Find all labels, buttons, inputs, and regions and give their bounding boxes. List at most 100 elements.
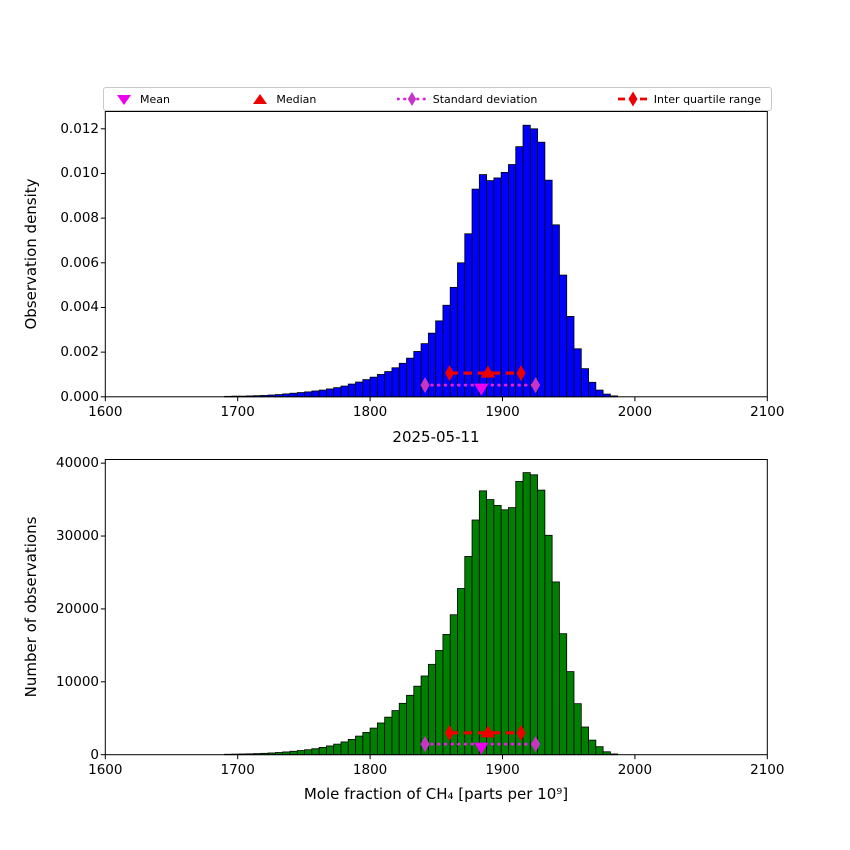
histogram-bar [391, 367, 400, 398]
histogram-bar [435, 650, 444, 756]
histogram-bar [406, 357, 415, 398]
bottom-y-tick-label: 10000 [56, 673, 99, 690]
histogram-bar [355, 381, 364, 398]
histogram-bar [588, 739, 597, 756]
histogram-bar [486, 499, 495, 756]
mean-triangle-marker [474, 742, 489, 755]
histogram-bar [537, 141, 546, 398]
legend-item-iqr: Inter quartile range [617, 90, 761, 108]
histogram-bar [413, 351, 422, 398]
histogram-bar [289, 750, 298, 756]
legend-item-median: Median [250, 90, 316, 108]
median-triangle-marker [480, 365, 496, 378]
bottom-x-tick-label: 1700 [220, 761, 255, 778]
histogram-bar [457, 262, 466, 398]
histogram-bar [529, 474, 538, 756]
histogram-bar [464, 556, 473, 756]
histogram-bar [311, 748, 320, 756]
legend-label-std: Standard deviation [432, 92, 538, 106]
histogram-bar [508, 507, 517, 756]
histogram-bar [296, 392, 305, 398]
histogram-bar [369, 727, 378, 756]
std-deviation-diamond-dotted-icon [396, 92, 427, 106]
histogram-bar [355, 735, 364, 756]
histogram-bar [471, 519, 480, 756]
histogram-bar [340, 385, 349, 398]
top-y-tick-label: 0.004 [60, 299, 99, 316]
histogram-bar [318, 747, 327, 756]
top-y-tick-label: 0.006 [60, 254, 99, 271]
legend-item-mean: Mean [114, 90, 170, 108]
histogram-bar [478, 174, 488, 398]
top-histogram [100, 111, 768, 402]
bottom-histogram [100, 459, 768, 760]
top-x-tick-label: 1700 [220, 403, 255, 420]
bottom-x-tick-label: 2000 [617, 761, 653, 778]
top-y-tick-label: 0.000 [60, 388, 99, 405]
bottom-histogram-bars [224, 472, 619, 756]
histogram-bar [588, 381, 597, 398]
legend: Mean Median Standard deviation Inter qua… [103, 87, 772, 111]
histogram-bar [551, 581, 560, 756]
histogram-bar [340, 741, 349, 756]
histogram-bar [376, 374, 386, 398]
histogram-bar [413, 685, 422, 756]
bottom-y-axis-label: Number of observations [22, 516, 40, 698]
bottom-x-tick-label: 1900 [485, 761, 520, 778]
histogram-bar [442, 304, 451, 398]
std-low-diamond-marker [420, 377, 430, 394]
histogram-bar [362, 732, 371, 756]
histogram-bar [304, 391, 313, 398]
bottom-x-tick-label: 2100 [750, 761, 785, 778]
q1-diamond-marker [444, 365, 455, 382]
top-x-tick-label: 2100 [750, 403, 785, 420]
histogram-bar [580, 368, 589, 398]
histogram-bar [537, 489, 546, 756]
histogram-bar [551, 224, 560, 398]
histogram-bar [326, 745, 335, 756]
std-low-diamond-marker [420, 736, 430, 753]
histogram-bar [289, 392, 298, 398]
histogram-bar [566, 315, 575, 398]
histogram-bar [318, 389, 327, 398]
bottom-x-tick-label: 1800 [352, 761, 388, 778]
histogram-bar [398, 362, 407, 398]
iqr-diamond-dashed-icon [617, 91, 648, 107]
std-high-diamond-marker [531, 377, 541, 394]
mean-triangle-marker [474, 383, 489, 396]
histogram-bar [347, 383, 356, 398]
histogram-bar [333, 387, 342, 398]
histogram-bar [376, 722, 386, 756]
q1-diamond-marker [444, 724, 455, 741]
histogram-bar [522, 472, 531, 756]
histogram-bar [427, 332, 437, 398]
top-plot-border [104, 111, 768, 398]
histogram-bar [515, 480, 524, 756]
histogram-bar [296, 750, 305, 756]
histogram-bar [326, 388, 335, 398]
histogram-bar [406, 694, 415, 756]
histogram-bar [573, 348, 582, 398]
histogram-bar [391, 710, 400, 756]
top-y-tick-label: 0.012 [60, 120, 99, 137]
histogram-bar [522, 124, 531, 398]
median-triangle-up-icon [253, 94, 268, 104]
histogram-bar [384, 371, 393, 398]
top-y-axis-label: Observation density [22, 178, 40, 330]
legend-label-iqr: Inter quartile range [653, 92, 761, 106]
bottom-y-tick-label: 30000 [56, 528, 99, 545]
histogram-bar [457, 588, 466, 756]
histogram-bar [515, 146, 524, 398]
histogram-bar [427, 663, 437, 756]
histogram-bar [369, 376, 378, 398]
histogram-bar [566, 671, 575, 756]
q3-diamond-marker [516, 365, 526, 382]
legend-label-median: Median [276, 92, 317, 106]
histogram-bar [544, 534, 553, 756]
histogram-bar [500, 509, 509, 756]
bottom-x-tick-label: 1600 [88, 761, 123, 778]
histogram-bar [478, 490, 488, 756]
histogram-bar [573, 703, 582, 756]
top-y-tick-label: 0.008 [60, 210, 99, 227]
